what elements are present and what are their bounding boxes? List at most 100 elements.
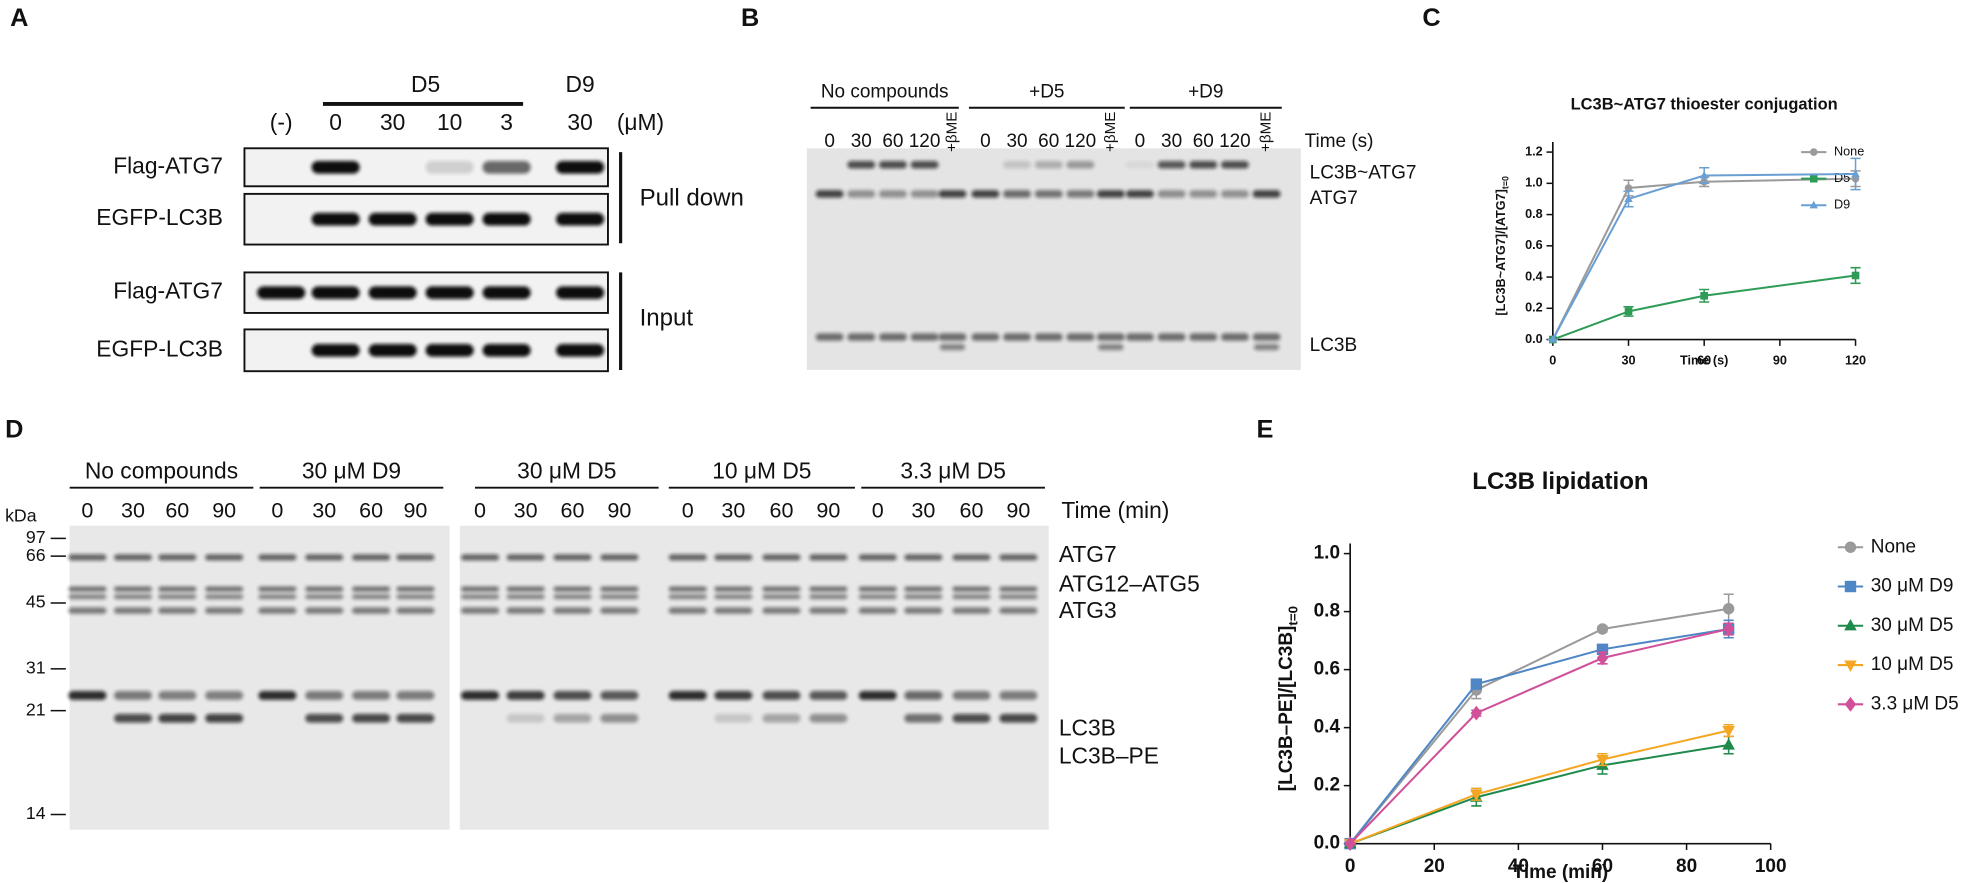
data-point — [1596, 643, 1609, 656]
lane-label: 120 — [1065, 131, 1097, 152]
gel-band — [904, 586, 943, 592]
gel-band — [352, 691, 391, 700]
gel-band — [396, 713, 435, 723]
data-point — [1624, 307, 1633, 316]
lane-label: 30 — [121, 498, 145, 522]
data-point — [1596, 754, 1609, 767]
lane-label: 120 — [1219, 131, 1251, 152]
gel-band — [553, 607, 592, 614]
gel-band — [939, 343, 966, 351]
gel-band — [553, 713, 592, 723]
lane-label: 60 — [770, 498, 794, 522]
data-point — [1851, 169, 1860, 177]
group-label: 10 μM D5 — [712, 458, 811, 484]
data-point — [1624, 194, 1633, 202]
band-label: LC3B — [1059, 715, 1116, 741]
gel-band — [952, 554, 991, 561]
gel-band — [352, 594, 391, 600]
gel-band — [714, 594, 753, 600]
gel-band — [999, 586, 1038, 592]
gel-band — [1096, 190, 1125, 198]
band-label: ATG7 — [1059, 541, 1117, 567]
y-tick-label: 1.0 — [1525, 176, 1543, 190]
gel-band — [938, 333, 967, 341]
lane-label: 30 — [380, 109, 405, 135]
gel-band — [305, 691, 344, 700]
series-line — [1349, 729, 1729, 845]
gel-band — [714, 607, 753, 614]
gel-band — [506, 713, 545, 723]
gel-band — [910, 333, 939, 341]
legend-label: 30 μM D5 — [1871, 615, 1954, 636]
gel-band — [600, 554, 639, 561]
gel-band — [113, 586, 152, 592]
data-point — [1344, 836, 1356, 852]
gel-band — [952, 691, 991, 700]
data-point — [1844, 580, 1857, 593]
section-label: Pull down — [640, 184, 744, 211]
gel-band — [461, 554, 500, 561]
kda-label: kDa — [5, 506, 37, 526]
data-point — [1700, 170, 1709, 179]
gel-band — [553, 594, 592, 600]
x-tick-label: 30 — [1621, 353, 1635, 367]
gel-band — [999, 691, 1038, 700]
y-tick-label: 0.4 — [1525, 269, 1543, 283]
gel-band — [847, 160, 876, 169]
gel-band — [113, 554, 152, 561]
gel-band — [904, 713, 943, 723]
panel-label: A — [10, 4, 28, 32]
gel-band — [668, 594, 707, 600]
lane-label: 30 — [567, 109, 592, 135]
y-tick-label: 0.8 — [1314, 601, 1340, 622]
series-line — [1349, 628, 1729, 845]
gel-band — [506, 691, 545, 700]
gel-band — [158, 713, 197, 723]
band-label: LC3B — [1310, 335, 1358, 356]
gel-band — [205, 586, 244, 592]
gel-band — [714, 691, 753, 700]
lane-label: 30 — [514, 498, 538, 522]
series-line — [1349, 744, 1729, 845]
gel-band — [68, 586, 107, 592]
y-axis-label-main: [LC3B~ATG7]/[ATG7] — [1495, 189, 1509, 315]
x-axis-label: Time (min) — [1513, 862, 1609, 883]
row-label: EGFP-LC3B — [96, 204, 223, 230]
gel-band — [506, 586, 545, 592]
data-point — [1809, 174, 1818, 183]
gel-band — [858, 594, 897, 600]
legend-label: 30 μM D9 — [1871, 576, 1954, 597]
gel-band — [1253, 343, 1280, 351]
gel-band — [938, 190, 967, 198]
gel-band — [600, 586, 639, 592]
gel-band — [68, 554, 107, 561]
gel-band — [68, 607, 107, 614]
gel-band — [668, 554, 707, 561]
gel-band — [257, 286, 306, 300]
lane-label: 30 — [1161, 131, 1182, 152]
gel-band — [904, 554, 943, 561]
legend-label: D9 — [1834, 198, 1850, 212]
gel-band — [971, 333, 1000, 341]
marker-label: 31 — [26, 658, 46, 678]
series-line — [1349, 607, 1729, 845]
gel-band — [809, 594, 848, 600]
lane-label: 60 — [882, 131, 903, 152]
x-tick-label: 100 — [1755, 856, 1787, 877]
gel-band — [425, 286, 474, 300]
x-axis-label: Time (s) — [1680, 353, 1728, 367]
group-label: 30 μM D5 — [517, 458, 616, 484]
lane-label: 0 — [682, 498, 694, 522]
marker-label: 21 — [26, 699, 46, 719]
gel-band — [158, 691, 197, 700]
gel-band — [910, 160, 939, 169]
gel-band — [1220, 190, 1249, 198]
gel-band — [600, 594, 639, 600]
gel-band — [556, 212, 605, 226]
group-label: +D5 — [1029, 82, 1064, 103]
gel-band — [815, 333, 844, 341]
gel-band — [714, 713, 753, 723]
lane-label: 60 — [165, 498, 189, 522]
gel-band — [113, 713, 152, 723]
